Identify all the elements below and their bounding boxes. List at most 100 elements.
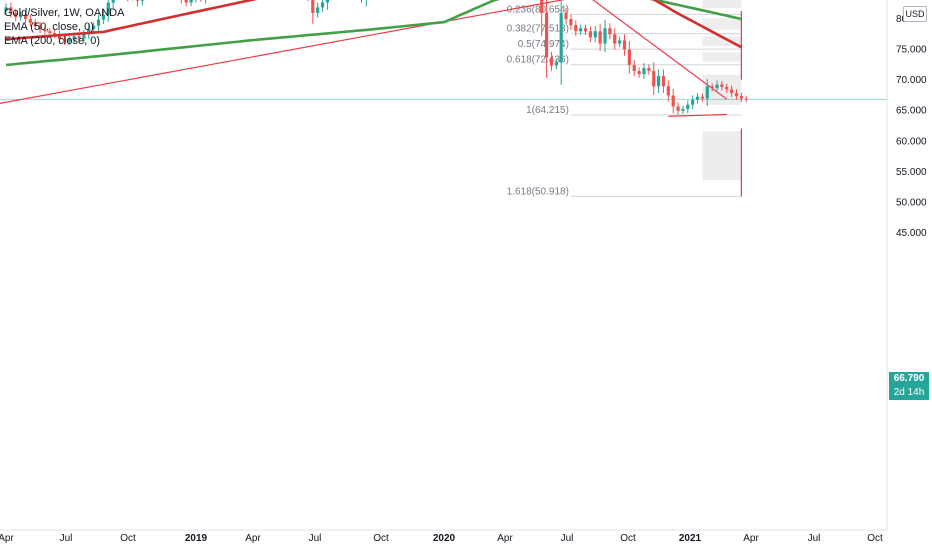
- candle-body: [574, 25, 578, 32]
- legend-ema50: EMA (50, close, 0): [4, 21, 94, 33]
- candle-body: [72, 36, 76, 40]
- candle-body: [613, 34, 617, 44]
- candle-body: [106, 2, 110, 15]
- candle-body: [700, 96, 705, 99]
- candle-body: [135, 0, 140, 1]
- candle-body: [38, 25, 42, 30]
- candle-body: [622, 40, 627, 50]
- x-tick-label: Oct: [620, 533, 636, 544]
- candle-body: [686, 104, 690, 109]
- candle-body: [608, 28, 612, 35]
- candle-body: [715, 84, 719, 89]
- last-price-tag: 66.790 2d 14h: [889, 372, 929, 400]
- currency-button[interactable]: USD: [903, 6, 927, 22]
- candle-body: [67, 39, 71, 42]
- candle-body: [632, 64, 636, 72]
- candle-body: [730, 89, 734, 94]
- candle-body: [739, 96, 743, 99]
- candle-body: [627, 49, 631, 65]
- candle-body: [48, 31, 52, 34]
- candle-body: [705, 86, 709, 99]
- candle-body: [598, 31, 602, 44]
- candle-body: [647, 67, 651, 72]
- x-tick-label: Oct: [867, 533, 883, 544]
- candle-body: [603, 28, 607, 44]
- candle-body: [28, 19, 32, 23]
- y-tick-label: 60.000: [896, 136, 927, 147]
- trendline: [668, 113, 727, 117]
- y-tick-label: 45.000: [896, 228, 927, 239]
- candle-body: [311, 0, 315, 13]
- candle-body: [62, 39, 67, 42]
- x-tick-label: 2021: [679, 533, 702, 544]
- x-tick-label: Jul: [60, 533, 73, 544]
- y-tick-label: 70.000: [896, 75, 927, 86]
- candle-body: [579, 28, 583, 32]
- candle-body: [652, 71, 656, 87]
- fib-label: 0.382(77.513): [507, 24, 569, 35]
- x-tick-label: Jul: [561, 533, 574, 544]
- candles: [4, 0, 748, 115]
- x-tick-label: 2020: [433, 533, 456, 544]
- candle-body: [725, 86, 729, 90]
- candle-body: [559, 12, 563, 63]
- candle-body: [140, 0, 144, 1]
- candle-body: [671, 95, 675, 107]
- fib-band: [702, 52, 742, 62]
- candle-body: [593, 31, 597, 38]
- candle-body: [320, 2, 325, 8]
- candle-body: [23, 14, 28, 20]
- x-tick-label: Apr: [0, 533, 14, 544]
- x-tick-label: Apr: [497, 533, 513, 544]
- ema200-line: [5, 0, 742, 67]
- bar-countdown: 2d 14h: [893, 387, 925, 398]
- candle-body: [720, 84, 724, 87]
- fib-band: [702, 36, 742, 47]
- candle-body: [14, 12, 18, 18]
- candle-body: [43, 29, 47, 32]
- candle-body: [316, 7, 320, 13]
- fib-label: 1.618(50.918): [507, 186, 569, 197]
- fib-label: 0.236(80.654): [507, 4, 569, 15]
- legend-symbol: Gold/Silver, 1W, OANDA: [4, 7, 125, 19]
- last-price-value: 66.790: [893, 373, 925, 384]
- y-tick-label: 50.000: [896, 198, 927, 209]
- candle-body: [87, 28, 91, 35]
- x-tick-label: Oct: [373, 533, 389, 544]
- candle-body: [710, 86, 714, 89]
- fib-label: 1(64.215): [526, 105, 569, 116]
- ema50-line: [5, 0, 743, 49]
- candle-body: [637, 71, 641, 75]
- candle-body: [691, 99, 695, 105]
- candle-body: [96, 19, 101, 26]
- candle-body: [544, 12, 549, 58]
- candle-body: [681, 108, 685, 111]
- y-axis-ticks: 125.000120.000115.000110.000105.000100.0…: [896, 14, 927, 239]
- candle-body: [33, 22, 37, 26]
- trendline: [0, 0, 565, 105]
- candle-body: [583, 28, 588, 32]
- y-tick-label: 75.000: [896, 45, 927, 56]
- candle-body: [695, 96, 700, 100]
- trendline: [592, 0, 728, 100]
- candle-body: [642, 67, 646, 75]
- candle-body: [734, 93, 739, 97]
- candle-body: [184, 0, 188, 3]
- candle-body: [549, 57, 554, 66]
- candle-body: [588, 31, 592, 38]
- fib-band: [702, 18, 742, 30]
- candle-body: [569, 19, 573, 26]
- candle-body: [189, 0, 193, 3]
- candle-body: [676, 106, 680, 111]
- candle-body: [101, 14, 105, 20]
- candle-body: [92, 25, 96, 29]
- fib-label: 0.5(74.974): [518, 39, 569, 50]
- x-tick-label: Apr: [743, 533, 759, 544]
- candle-body: [618, 40, 622, 44]
- candle-body: [9, 7, 13, 13]
- candle-body: [540, 0, 544, 13]
- legend-ema200: EMA (200, close, 0): [4, 35, 100, 47]
- candle-body: [564, 12, 568, 20]
- x-tick-label: Apr: [245, 533, 261, 544]
